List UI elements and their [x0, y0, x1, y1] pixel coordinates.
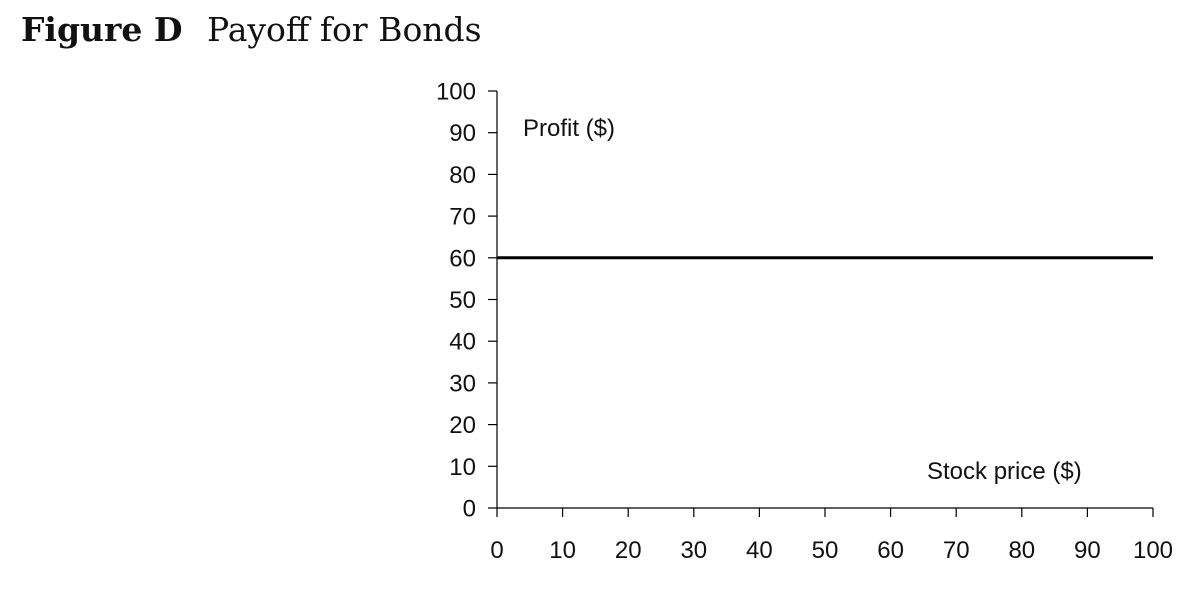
y-tick-label: 40: [449, 329, 476, 356]
x-tick-label: 50: [812, 537, 839, 564]
y-tick-label: 0: [463, 496, 476, 523]
y-tick-label: 80: [449, 162, 476, 189]
y-tick-label: 70: [449, 204, 476, 231]
y-tick-label: 50: [449, 287, 476, 314]
y-tick-label: 20: [449, 412, 476, 439]
figure-label: Figure D: [21, 10, 183, 49]
x-axis-title: Stock price ($): [927, 458, 1082, 485]
x-tick-label: 90: [1074, 537, 1101, 564]
y-tick-label: 30: [449, 370, 476, 397]
x-tick-label: 0: [490, 537, 503, 564]
y-tick-label: 90: [449, 120, 476, 147]
x-tick-label: 100: [1133, 537, 1173, 564]
x-axis: 0 10 20 30 40 50 60 70 80 90 100: [490, 507, 1173, 564]
y-tick-label: 60: [449, 245, 476, 272]
x-tick-label: 30: [680, 537, 707, 564]
y-axis-title: Profit ($): [523, 115, 615, 142]
x-tick-label: 20: [615, 537, 642, 564]
x-tick-label: 70: [943, 537, 970, 564]
x-tick-label: 60: [877, 537, 904, 564]
figure-heading: Figure D Payoff for Bonds: [21, 10, 482, 54]
x-tick-label: 40: [746, 537, 773, 564]
y-axis: 0 10 20 30 40 50 60 70 80 90 100: [436, 79, 498, 523]
figure-title: Payoff for Bonds: [207, 10, 482, 49]
y-tick-label: 100: [436, 79, 476, 106]
y-tick-label: 10: [449, 454, 476, 481]
x-tick-label: 80: [1008, 537, 1035, 564]
x-tick-label: 10: [549, 537, 576, 564]
